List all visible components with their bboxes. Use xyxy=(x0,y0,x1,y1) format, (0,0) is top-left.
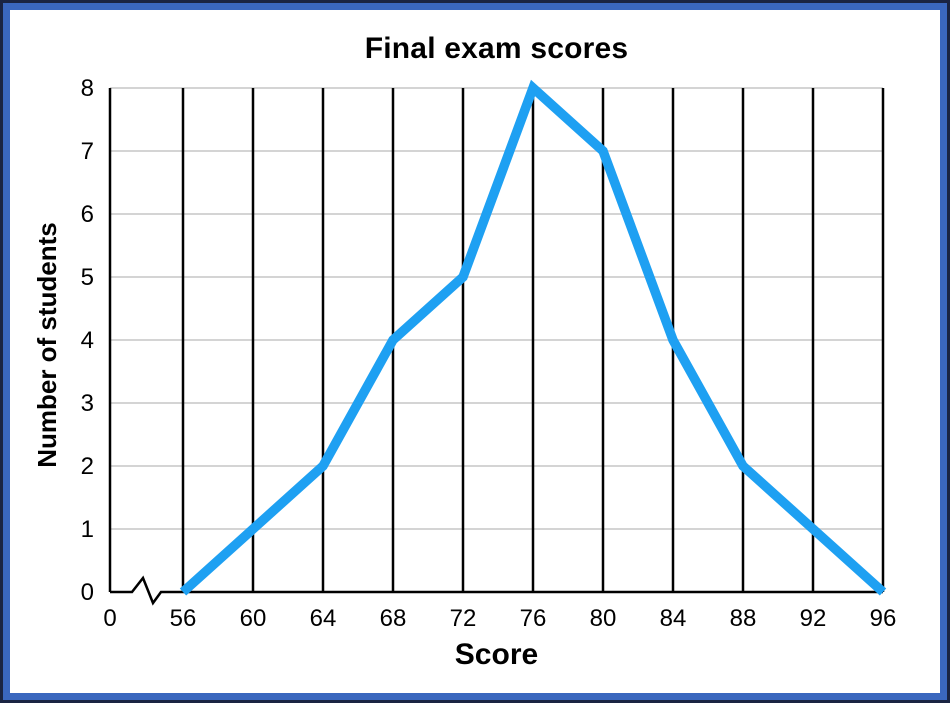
x-tick-label-80: 80 xyxy=(590,605,617,632)
x-tick-label-96: 96 xyxy=(870,605,897,632)
y-tick-label-1: 1 xyxy=(81,516,94,543)
horizontal-gridlines xyxy=(110,87,883,530)
x-tick-label-0: 0 xyxy=(103,605,116,632)
data-line-series xyxy=(179,79,887,596)
y-axis-label: Number of students xyxy=(32,222,62,468)
x-tick-label-76: 76 xyxy=(520,605,547,632)
y-tick-label-5: 5 xyxy=(81,264,94,291)
y-tick-label-7: 7 xyxy=(81,138,94,165)
y-tick-label-0: 0 xyxy=(81,579,94,606)
x-tick-label-92: 92 xyxy=(800,605,827,632)
y-tick-label-8: 8 xyxy=(81,75,94,102)
y-tick-label-3: 3 xyxy=(81,390,94,417)
x-tick-label-60: 60 xyxy=(240,605,267,632)
x-axis xyxy=(110,575,883,606)
y-tick-label-2: 2 xyxy=(81,453,94,480)
x-axis-label: Score xyxy=(454,638,539,671)
x-tick-label-68: 68 xyxy=(380,605,407,632)
chart-title: Final exam scores xyxy=(364,32,629,65)
y-tick-labels: 0 1 2 3 4 5 6 7 8 xyxy=(81,75,94,606)
x-tick-label-56: 56 xyxy=(170,605,197,632)
x-tick-labels: 0 56 60 64 68 72 76 80 84 88 92 96 xyxy=(103,605,896,632)
x-tick-label-84: 84 xyxy=(660,605,687,632)
x-tick-label-72: 72 xyxy=(450,605,477,632)
y-tick-label-4: 4 xyxy=(81,327,94,354)
data-series xyxy=(179,79,887,596)
x-axis-line-with-break-icon xyxy=(110,575,883,606)
chart-canvas: 0 56 60 64 68 72 76 80 84 88 92 96 0 1 2 3 4 5 6 7 8 Final e… xyxy=(3,3,947,700)
x-tick-label-88: 88 xyxy=(730,605,757,632)
y-tick-label-6: 6 xyxy=(81,201,94,228)
x-tick-label-64: 64 xyxy=(310,605,337,632)
